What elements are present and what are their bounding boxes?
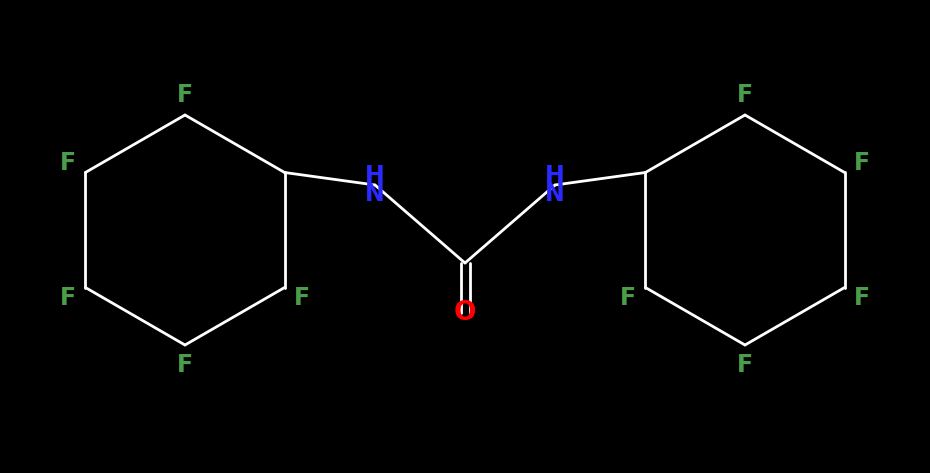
Text: N: N bbox=[545, 182, 565, 206]
Text: F: F bbox=[854, 286, 870, 309]
Text: H: H bbox=[365, 164, 385, 188]
Text: F: F bbox=[60, 286, 76, 309]
Text: F: F bbox=[177, 353, 193, 377]
Text: F: F bbox=[620, 286, 636, 309]
Text: N: N bbox=[365, 182, 385, 206]
Text: F: F bbox=[737, 83, 753, 107]
Text: O: O bbox=[454, 300, 476, 326]
Text: F: F bbox=[737, 353, 753, 377]
Text: H: H bbox=[545, 164, 565, 188]
Text: F: F bbox=[854, 150, 870, 175]
Text: F: F bbox=[60, 150, 76, 175]
Text: F: F bbox=[177, 83, 193, 107]
Text: F: F bbox=[294, 286, 310, 309]
